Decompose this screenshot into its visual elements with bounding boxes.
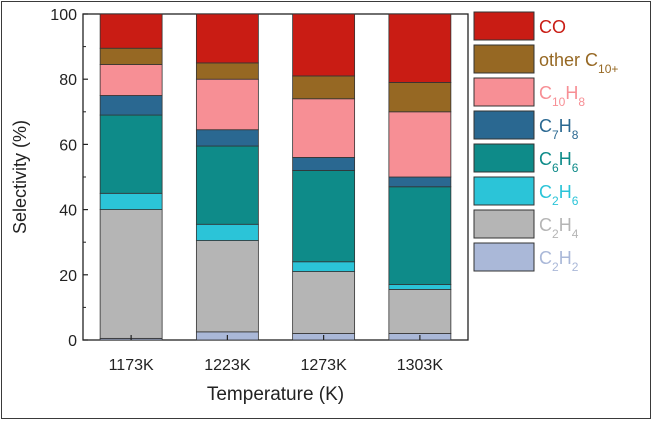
legend-label: C2H2 xyxy=(539,248,579,274)
bar-segment-co xyxy=(388,13,452,83)
bar-segment-co xyxy=(292,13,356,77)
y-tick-label: 80 xyxy=(59,72,77,89)
legend-swatch xyxy=(473,11,535,41)
y-axis-title: Selectivity (%) xyxy=(10,120,30,234)
bar-segment-c7h8 xyxy=(292,157,356,171)
bar-segment-c2h6 xyxy=(195,223,259,241)
bar-segment-c2h4 xyxy=(292,271,356,334)
bar-segment-other-c10+ xyxy=(195,62,259,80)
y-tick-label: 40 xyxy=(59,203,77,220)
bar-segment-c10h8 xyxy=(99,64,163,96)
legend-swatch xyxy=(473,77,535,107)
bar-segment-c2h4 xyxy=(388,289,452,334)
bar-segment-co xyxy=(99,13,163,49)
bar-segment-c10h8 xyxy=(388,111,452,178)
bar-segment-c2h4 xyxy=(99,209,163,339)
x-axis-title: Temperature (K) xyxy=(207,384,344,405)
bar-segment-c6h6 xyxy=(292,170,356,263)
legend-label: C10H8 xyxy=(539,83,585,109)
bar-segment-c2h6 xyxy=(99,192,163,211)
y-tick-label: 100 xyxy=(50,7,77,24)
y-tick-label: 60 xyxy=(59,137,77,154)
bar-segment-other-c10+ xyxy=(388,82,452,113)
bar-segment-c2h6 xyxy=(292,261,356,272)
bar-segment-c10h8 xyxy=(292,98,356,158)
bar-segment-c6h6 xyxy=(195,145,259,225)
bar-segment-c7h8 xyxy=(195,129,259,147)
x-tick-label: 1223K xyxy=(204,357,251,374)
x-tick-label: 1173K xyxy=(109,357,154,374)
bar-segment-other-c10+ xyxy=(99,47,163,65)
legend-label: C2H6 xyxy=(539,182,579,208)
legend-swatch xyxy=(473,110,535,140)
x-tick-label: 1303K xyxy=(397,357,444,374)
bar-segment-c2h4 xyxy=(195,240,259,333)
legend-swatch xyxy=(473,242,535,272)
x-tick-label: 1273K xyxy=(300,357,347,374)
bar-segment-c10h8 xyxy=(195,78,259,131)
y-tick-label: 0 xyxy=(68,333,77,350)
bar-segment-co xyxy=(195,13,259,64)
legend-swatch xyxy=(473,44,535,74)
bar-segment-c2h6 xyxy=(388,284,452,290)
bar-segment-c7h8 xyxy=(388,176,452,188)
legend-label: CO xyxy=(539,17,566,37)
legend-label: C2H4 xyxy=(539,215,579,241)
legend-label: other C10+ xyxy=(539,50,618,76)
legend-swatch xyxy=(473,209,535,239)
bar-segment-c6h6 xyxy=(99,114,163,194)
bar-segment-other-c10+ xyxy=(292,75,356,100)
bar-segment-c6h6 xyxy=(388,186,452,285)
legend-swatch xyxy=(473,143,535,173)
bar-segment-c7h8 xyxy=(99,95,163,116)
legend-swatch xyxy=(473,176,535,206)
y-tick-label: 20 xyxy=(59,268,77,285)
legend-label: C6H6 xyxy=(539,149,579,175)
legend-label: C7H8 xyxy=(539,116,579,142)
